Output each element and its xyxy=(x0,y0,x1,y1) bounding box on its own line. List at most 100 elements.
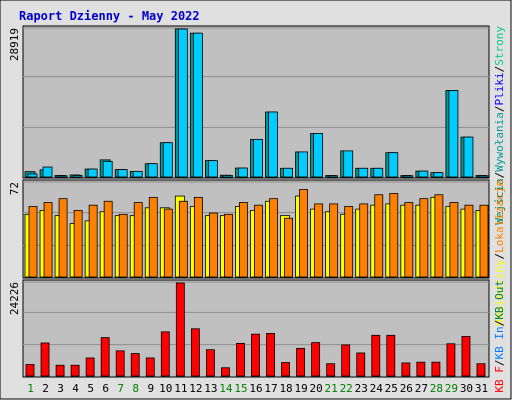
bar-files xyxy=(223,175,233,178)
x-tick-label: 5 xyxy=(87,382,94,395)
bar-sites xyxy=(178,200,188,278)
x-tick-label: 27 xyxy=(415,382,428,395)
x-tick-label: 28 xyxy=(430,382,443,395)
bar-sites xyxy=(28,206,38,278)
bar-files xyxy=(147,163,158,178)
x-tick-label: 1 xyxy=(27,382,34,395)
bar-files xyxy=(268,111,278,178)
y-max-labels: 28919 72 24226 xyxy=(8,28,21,315)
bar-sites xyxy=(299,189,309,278)
bar-sites xyxy=(73,210,83,278)
bar-sites xyxy=(419,198,429,278)
legend-entry: / xyxy=(493,360,506,367)
x-tick-label: 24 xyxy=(370,382,384,395)
bar-sites xyxy=(254,204,263,278)
bar-sites xyxy=(404,202,414,278)
bar-kbf xyxy=(25,364,35,377)
bar-kbf xyxy=(356,352,366,377)
panel-hits-files xyxy=(22,25,490,179)
legend-1: Odwiedziny/Lokalizacje xyxy=(493,180,506,326)
bar-kbf xyxy=(175,282,185,377)
legend-entry: Odwiedziny xyxy=(493,259,506,326)
bar-sites xyxy=(193,196,203,278)
bar-sites xyxy=(329,203,339,278)
x-tick-label: 17 xyxy=(264,382,277,395)
x-tick-label: 23 xyxy=(355,382,368,395)
bar-kbf xyxy=(266,332,275,377)
bar-files xyxy=(313,133,324,178)
bar-kbf xyxy=(145,357,155,377)
bar-sites xyxy=(344,206,354,278)
bar-kbf xyxy=(85,357,95,377)
legend-entry: / xyxy=(493,172,506,179)
bar-files xyxy=(253,138,263,178)
legend-entry: KB In xyxy=(493,326,506,359)
legend-entry: / xyxy=(493,66,506,73)
bar-kbf xyxy=(40,342,50,377)
x-tick-label: 4 xyxy=(72,382,79,395)
bar-files xyxy=(72,175,83,178)
bar-kbf xyxy=(416,361,426,377)
x-tick-label: 7 xyxy=(117,382,124,395)
bar-kbf xyxy=(311,342,321,377)
legend-2: KB F/KB In/KB Out xyxy=(493,280,506,393)
bar-kbf xyxy=(296,347,306,377)
x-tick-label: 21 xyxy=(325,382,338,395)
bar-kbf xyxy=(130,353,140,377)
bar-sites xyxy=(163,208,173,278)
bar-files xyxy=(388,152,399,178)
legend-entry: Wywołania xyxy=(493,112,506,172)
x-tick-label: 19 xyxy=(294,382,307,395)
legends: Wejścia/Wywołania/Pliki/StronyOdwiedziny… xyxy=(493,26,506,393)
x-tick-label: 25 xyxy=(385,382,398,395)
bar-sites xyxy=(118,213,128,278)
bar-files xyxy=(177,28,188,178)
bar-kbf xyxy=(341,344,351,377)
legend-entry: KB Out xyxy=(493,280,506,320)
bar-files xyxy=(42,166,53,178)
bar-sites xyxy=(148,196,158,278)
bar-kbf xyxy=(221,367,230,377)
legend-entry: Strony xyxy=(493,26,506,66)
bar-files xyxy=(358,167,369,178)
bar-kbf xyxy=(251,333,260,377)
bar-files xyxy=(433,172,444,178)
bar-kbf xyxy=(100,337,110,377)
x-tick-label: 12 xyxy=(189,382,202,395)
bar-files xyxy=(207,160,218,178)
bar-files xyxy=(238,167,248,178)
x-axis-tick-labels: 1 2 3 4 5 6 7 8 9 10 11 12 13 14 15 16 17 18 19 20 21 22 23 24 2… xyxy=(27,382,488,395)
bar-files xyxy=(373,167,384,178)
bar-kbf xyxy=(160,331,170,377)
bar-kbf xyxy=(236,342,245,377)
bar-files xyxy=(418,170,429,178)
bar-kbf xyxy=(446,343,456,377)
bar-sites xyxy=(284,217,293,278)
bar-kbf xyxy=(70,364,80,377)
y-max-label-kbf: 24226 xyxy=(8,282,21,315)
x-tick-label: 8 xyxy=(132,382,139,395)
x-tick-label: 18 xyxy=(279,382,292,395)
bar-sites xyxy=(389,193,399,278)
bar-files xyxy=(192,32,203,178)
bar-kbf xyxy=(431,361,441,377)
bar-sites xyxy=(434,194,444,278)
legend-entry: Pliki xyxy=(493,72,506,105)
bar-kbf xyxy=(55,364,65,377)
y-max-label-visitors: 72 xyxy=(8,182,21,195)
x-tick-label: 11 xyxy=(174,382,187,395)
bar-sites xyxy=(359,203,369,278)
bar-sites xyxy=(314,203,324,278)
x-tick-label: 26 xyxy=(400,382,413,395)
bar-kbf xyxy=(386,334,396,377)
bar-kbf xyxy=(190,328,200,377)
bar-sites xyxy=(464,204,474,278)
x-tick-label: 30 xyxy=(460,382,473,395)
panel-kbf xyxy=(22,279,490,378)
bar-kbf xyxy=(371,334,381,377)
legend-entry: Wejścia xyxy=(493,178,506,224)
bar-files xyxy=(403,175,414,178)
bar-files xyxy=(343,150,354,178)
x-tick-label: 14 xyxy=(219,382,233,395)
